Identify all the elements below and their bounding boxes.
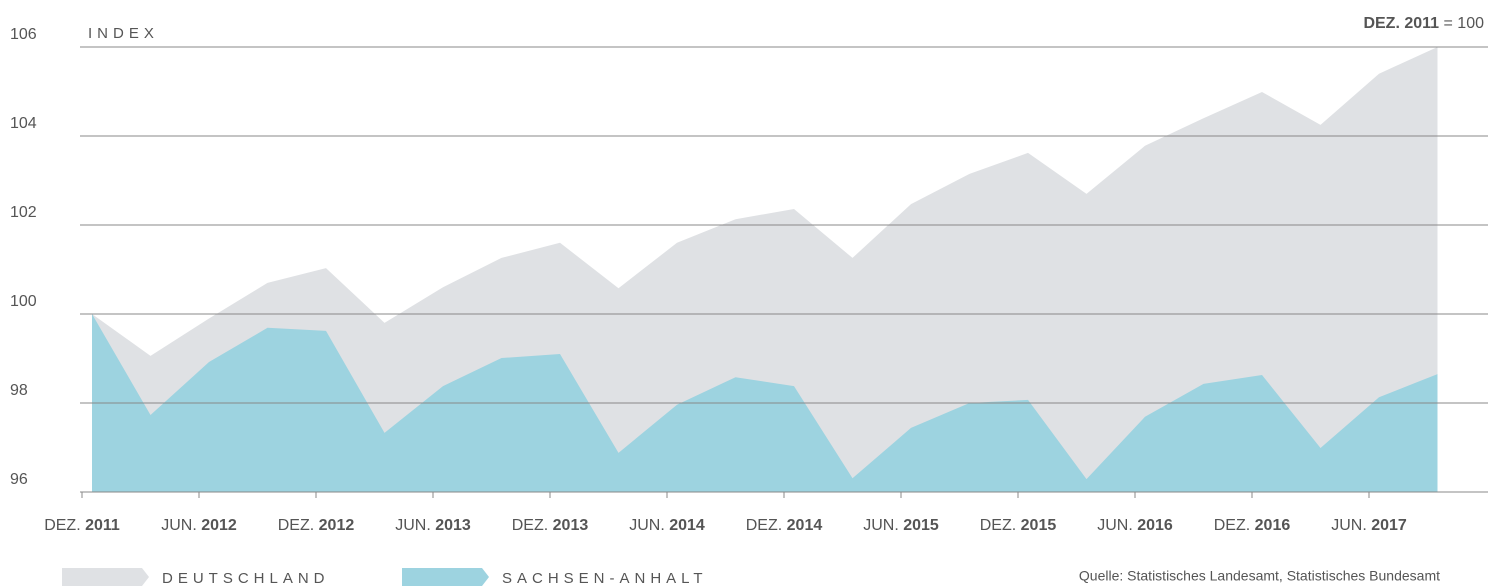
tick-month: JUN. (863, 517, 903, 534)
x-tick-label: DEZ. 2015 (980, 517, 1057, 534)
y-axis-label: INDEX (88, 25, 159, 42)
tick-year: 2015 (903, 517, 939, 534)
x-tick-label: JUN. 2015 (863, 517, 939, 534)
tick-year: 2017 (1371, 517, 1407, 534)
x-tick-label: JUN. 2016 (1097, 517, 1173, 534)
tick-year: 2014 (669, 517, 705, 534)
area (92, 47, 1438, 492)
x-tick-label: DEZ. 2011 (44, 517, 120, 534)
annotation-bold: DEZ. 2011 (1363, 15, 1439, 32)
tick-month: DEZ. (746, 517, 787, 534)
tick-year: 2013 (435, 517, 471, 534)
y-tick-label: 96 (10, 471, 28, 488)
y-tick-label: 104 (10, 115, 37, 132)
tick-month: DEZ. (980, 517, 1021, 534)
tick-year: 2013 (553, 517, 589, 534)
y-tick-label: 102 (10, 204, 37, 221)
tick-month: JUN. (629, 517, 669, 534)
y-tick-label: 100 (10, 293, 37, 310)
tick-year: 2014 (787, 517, 823, 534)
x-tick-label: JUN. 2013 (395, 517, 471, 534)
source: Quelle: Statistisches Landesamt, Statist… (1079, 568, 1440, 584)
x-tick-label: DEZ. 2012 (278, 517, 355, 534)
tick-month: DEZ. (512, 517, 553, 534)
tick-month: DEZ. (1214, 517, 1255, 534)
x-tick-label: JUN. 2014 (629, 517, 705, 534)
tick-year: 2016 (1137, 517, 1173, 534)
tick-year: 2016 (1255, 517, 1291, 534)
tick-month: JUN. (161, 517, 201, 534)
tick-month: JUN. (1097, 517, 1137, 534)
tick-year: 2015 (1021, 517, 1057, 534)
x-tick-label: JUN. 2012 (161, 517, 237, 534)
x-tick-label: JUN. 2017 (1331, 517, 1407, 534)
x-tick-label: DEZ. 2013 (512, 517, 589, 534)
tick-year: 2011 (85, 517, 120, 534)
legend-label: SACHSEN-ANHALT (502, 570, 708, 587)
tick-year: 2012 (201, 517, 237, 534)
annotation: DEZ. 2011 = 100 (1363, 15, 1484, 32)
tick-month: JUN. (395, 517, 435, 534)
legend-swatch (402, 568, 489, 586)
tick-month: JUN. (1331, 517, 1371, 534)
x-tick-label: DEZ. 2014 (746, 517, 823, 534)
legend-label: DEUTSCHLAND (162, 570, 330, 587)
tick-year: 2012 (319, 517, 355, 534)
x-tick-label: DEZ. 2016 (1214, 517, 1291, 534)
legend-swatch (62, 568, 149, 586)
tick-month: DEZ. (278, 517, 319, 534)
annotation-text: = 100 (1439, 15, 1484, 32)
y-tick-label: 106 (10, 26, 37, 43)
y-tick-label: 98 (10, 382, 28, 399)
tick-month: DEZ. (44, 517, 85, 534)
